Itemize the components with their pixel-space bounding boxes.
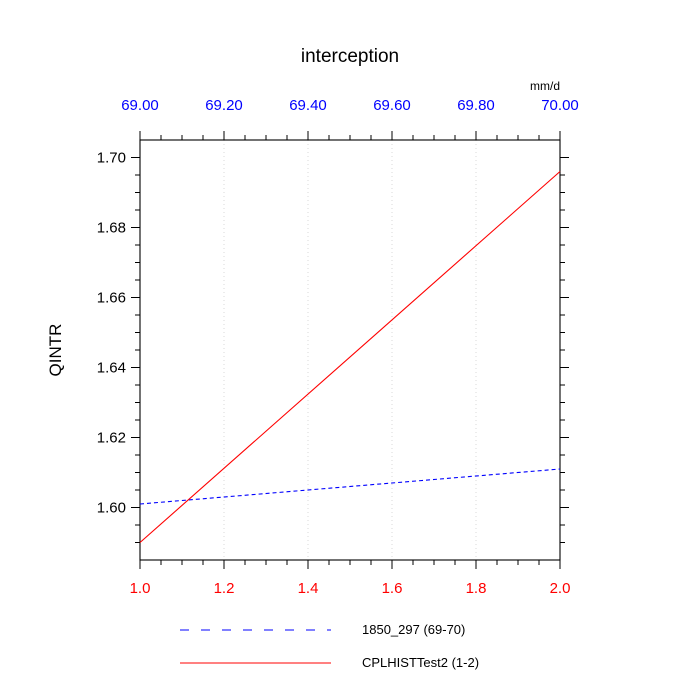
top-tick-label: 69.60 bbox=[373, 97, 411, 114]
top-tick-label: 69.00 bbox=[121, 97, 159, 114]
bottom-tick-label: 1.6 bbox=[382, 580, 403, 597]
bottom-tick-label: 1.0 bbox=[130, 580, 151, 597]
left-tick-label: 1.66 bbox=[97, 290, 126, 307]
chart-title: interception bbox=[300, 46, 400, 67]
series-lines bbox=[139, 171, 561, 543]
legend-label-1: CPLHISTTest2 (1-2) bbox=[362, 655, 479, 670]
top-tick-label: 69.20 bbox=[205, 97, 243, 114]
left-axis: 1.60 1.62 1.64 1.66 1.68 1.70 bbox=[97, 150, 140, 543]
left-tick-label: 1.62 bbox=[97, 430, 126, 447]
top-axis: 69.00 69.20 69.40 69.60 69.80 70.00 bbox=[121, 97, 579, 140]
top-tick-label: 69.40 bbox=[289, 97, 327, 114]
bottom-tick-label: 1.2 bbox=[214, 580, 235, 597]
bottom-tick-label: 1.4 bbox=[298, 580, 319, 597]
series-line-0 bbox=[139, 468, 561, 505]
bottom-tick-label: 1.8 bbox=[466, 580, 487, 597]
bottom-tick-label: 2.0 bbox=[550, 580, 571, 597]
series-line-1 bbox=[139, 171, 561, 543]
left-tick-label: 1.64 bbox=[97, 360, 126, 377]
left-tick-label: 1.70 bbox=[97, 150, 126, 167]
bottom-axis: 1.0 1.2 1.4 1.6 1.8 2.0 bbox=[130, 560, 571, 597]
legend: 1850_297 (69-70) CPLHISTTest2 (1-2) bbox=[180, 622, 479, 670]
left-tick-label: 1.68 bbox=[97, 220, 126, 237]
y-axis-title: QINTR bbox=[46, 323, 65, 377]
top-tick-label: 69.80 bbox=[457, 97, 495, 114]
right-axis bbox=[560, 157, 569, 543]
top-axis-unit-label: mm/d bbox=[530, 79, 560, 93]
top-tick-label: 70.00 bbox=[541, 97, 579, 114]
legend-label-0: 1850_297 (69-70) bbox=[362, 622, 465, 637]
plot-frame bbox=[139, 139, 561, 561]
gridlines bbox=[223, 140, 477, 560]
left-tick-label: 1.60 bbox=[97, 500, 126, 517]
